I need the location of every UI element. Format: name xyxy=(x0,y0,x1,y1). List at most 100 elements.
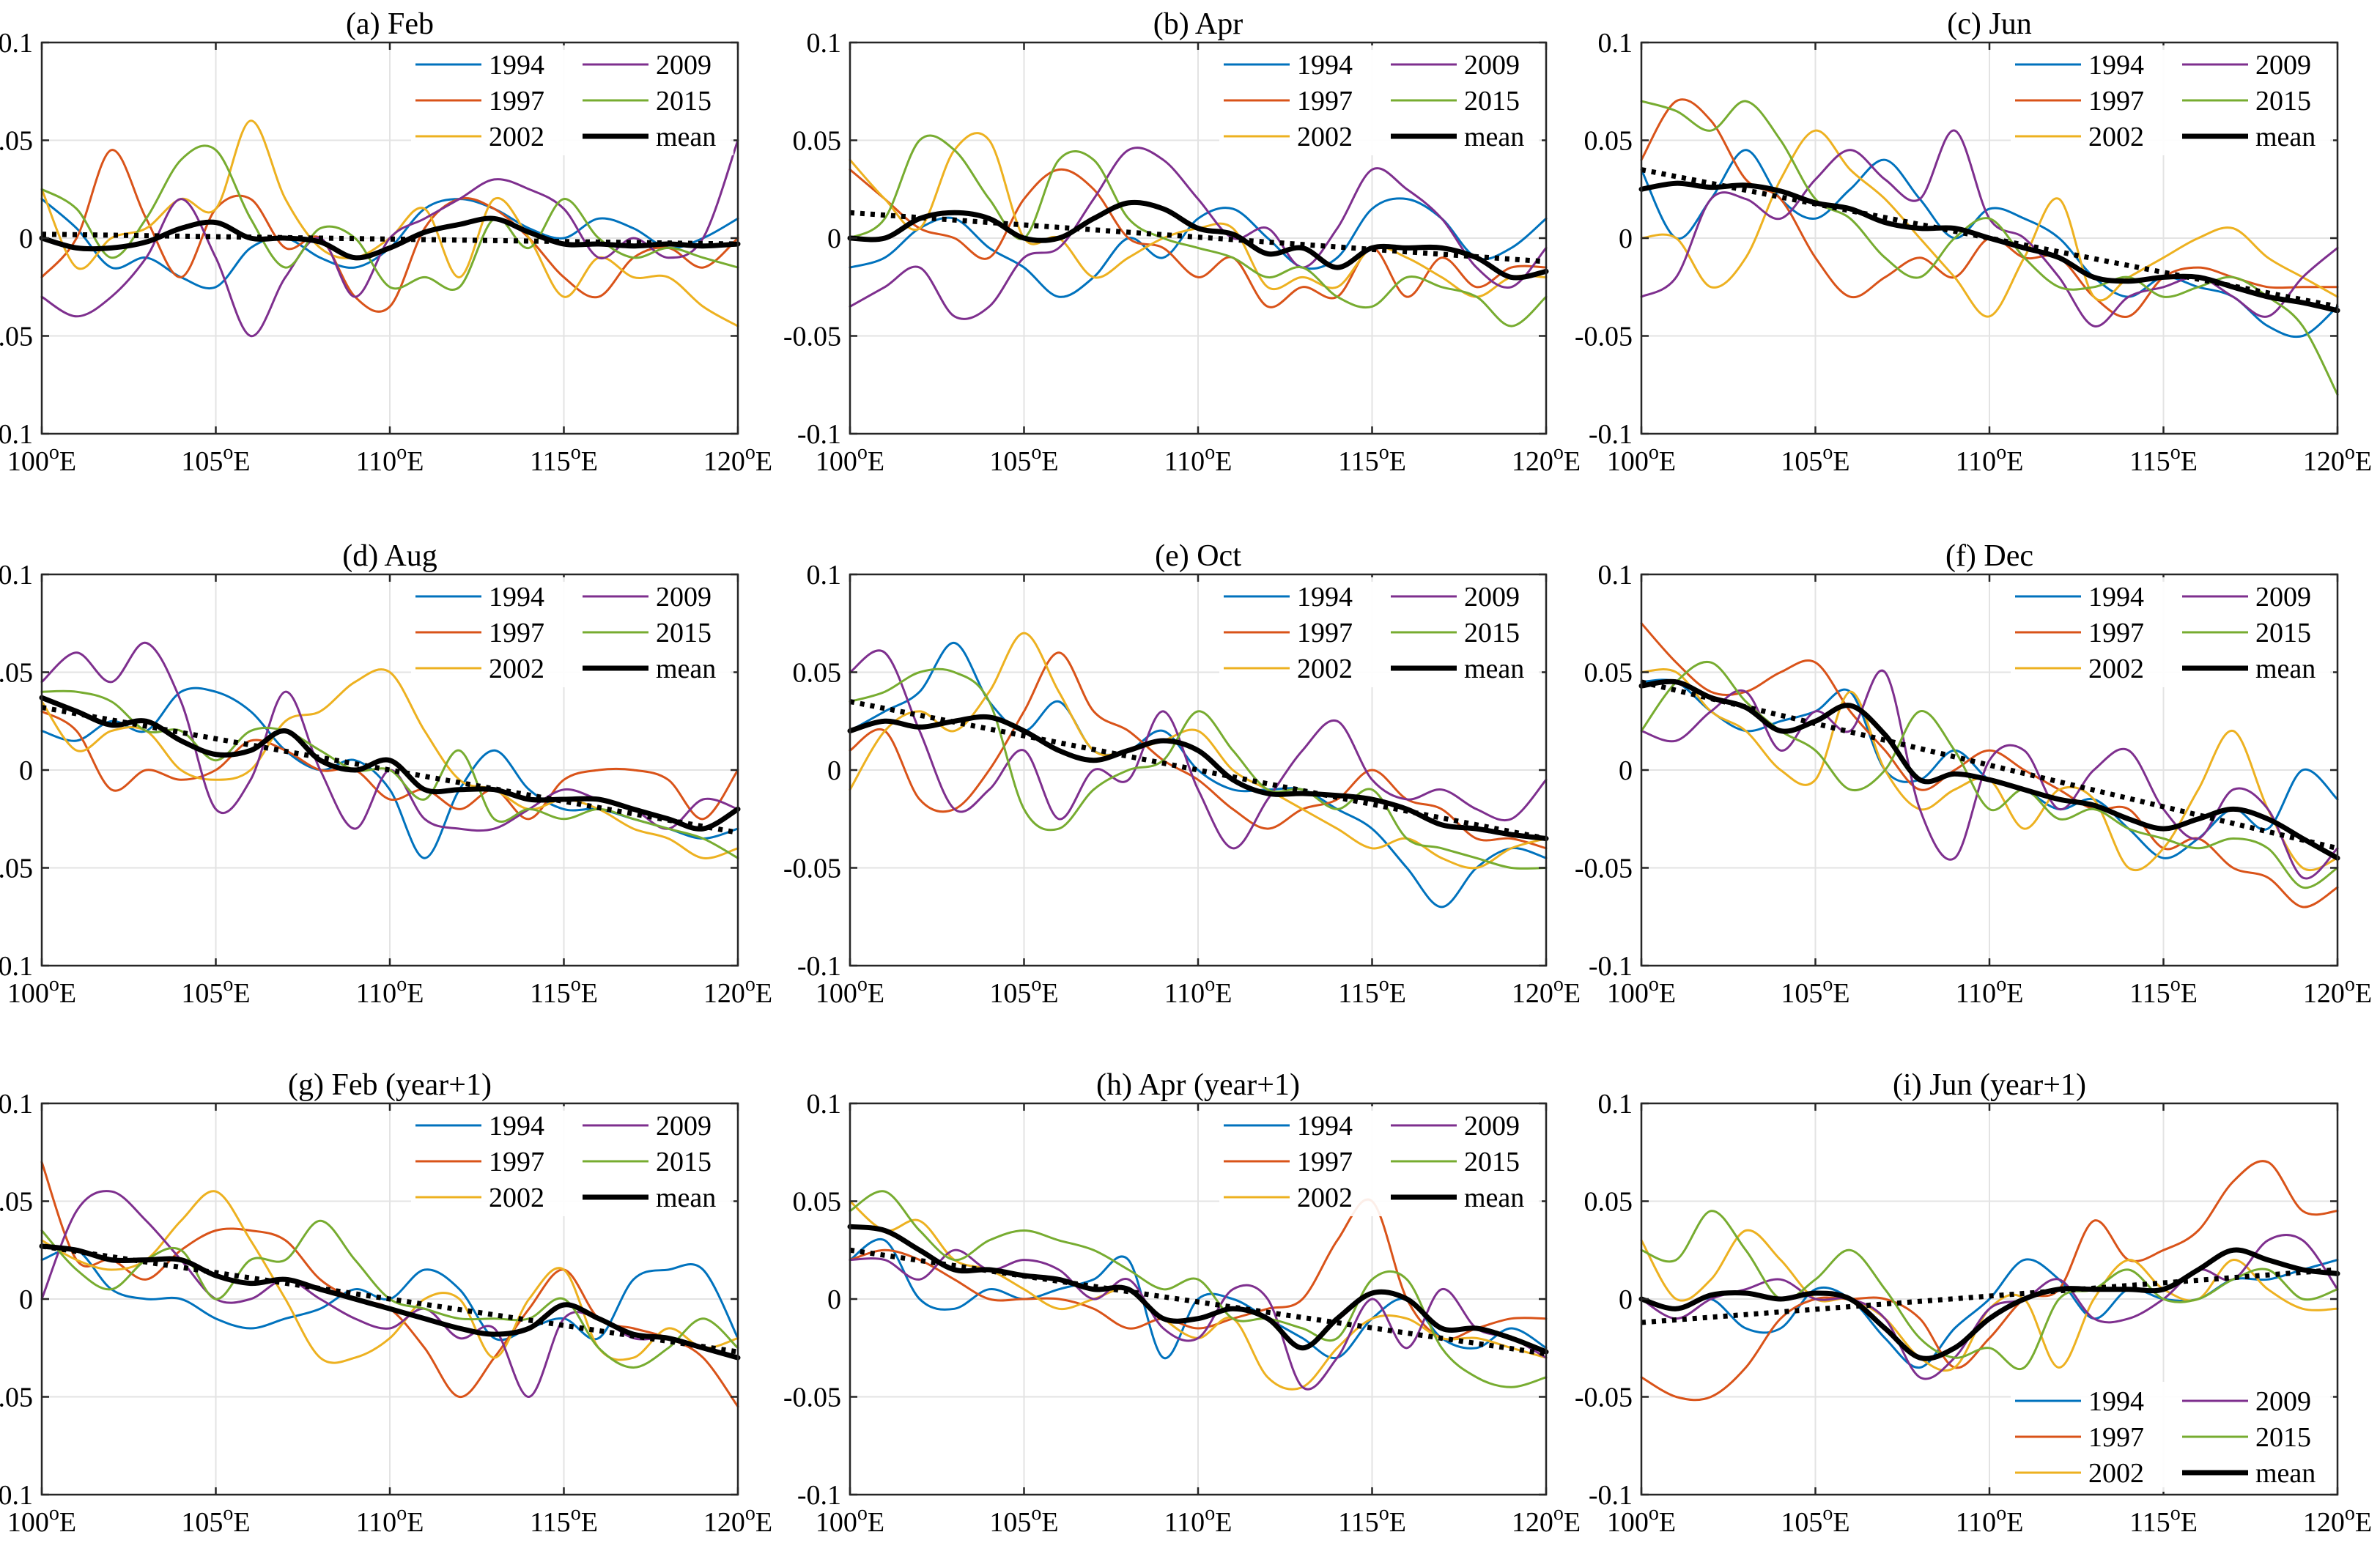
x-tick-label: 100oE xyxy=(1607,1502,1676,1538)
legend-label-2015: 2015 xyxy=(656,1147,712,1177)
series-line-2015 xyxy=(1640,1210,2339,1371)
series-line-mean xyxy=(1638,678,2340,861)
tick-labels: 100oE 105oE 110oE 115oE 120oE -0.1 -0.05 0 0.05 0… xyxy=(0,1089,772,1538)
tick-labels: 100oE 105oE 110oE 115oE 120oE -0.1 -0.05 0 0.05 0… xyxy=(783,1089,1581,1538)
series-line-2015 xyxy=(849,667,1548,870)
panel-title: (h) Apr (year+1) xyxy=(1096,1068,1300,1102)
series-group xyxy=(1638,1160,2340,1402)
y-tick-label: 0 xyxy=(19,223,33,254)
panel-6: 100oE 105oE 110oE 115oE 120oE -0.1 -0.05 0 0.05 0… xyxy=(1575,539,2372,1009)
legend-label-2009: 2009 xyxy=(656,1111,712,1141)
x-tick-label: 120oE xyxy=(1512,1502,1581,1538)
series-line-1997 xyxy=(1640,622,2339,909)
y-tick-label: -0.1 xyxy=(797,1480,841,1511)
x-tick-label: 110oE xyxy=(356,441,424,477)
panel-2: 100oE 105oE 110oE 115oE 120oE -0.1 -0.05 0 0.05 0… xyxy=(783,7,1581,477)
series-line-1997 xyxy=(1640,1160,2339,1402)
legend-label-mean: mean xyxy=(656,122,716,152)
x-tick-label: 110oE xyxy=(1164,973,1232,1009)
legend-label-2015: 2015 xyxy=(1464,1147,1520,1177)
y-tick-label: -0.05 xyxy=(783,1383,841,1413)
x-tick-label: 115oE xyxy=(2129,441,2198,477)
series-line-1997 xyxy=(40,710,739,821)
series-line-2015 xyxy=(849,134,1548,328)
panel-5: 100oE 105oE 110oE 115oE 120oE -0.1 -0.05 0 0.05 0… xyxy=(783,539,1581,1009)
x-tick-label: 100oE xyxy=(7,973,76,1009)
series-group xyxy=(847,132,1549,328)
legend-label-1997: 1997 xyxy=(489,86,544,116)
y-tick-label: 0.1 xyxy=(0,1089,33,1120)
y-tick-label: 0.1 xyxy=(1598,1089,1633,1120)
legend: 1994 1997 2002 2009 2015 mean xyxy=(1219,45,1542,155)
panel-8: 100oE 105oE 110oE 115oE 120oE -0.1 -0.05 0 0.05 0… xyxy=(783,1068,1581,1538)
y-tick-label: 0.05 xyxy=(793,1187,842,1218)
x-tick-label: 105oE xyxy=(181,1502,250,1538)
series-line-1997 xyxy=(1640,98,2339,318)
x-tick-label: 120oE xyxy=(2303,973,2372,1009)
tick-labels: 100oE 105oE 110oE 115oE 120oE -0.1 -0.05 0 0.05 0… xyxy=(0,560,772,1009)
y-tick-label: 0 xyxy=(827,755,841,786)
y-tick-label: 0.05 xyxy=(793,126,842,157)
legend-label-mean: mean xyxy=(656,1183,716,1213)
series-group xyxy=(847,632,1549,909)
series-line-2015 xyxy=(849,1190,1548,1388)
tick-labels: 100oE 105oE 110oE 115oE 120oE -0.1 -0.05 0 0.05 0… xyxy=(783,28,1581,477)
y-tick-label: -0.1 xyxy=(797,419,841,450)
series-line-mean xyxy=(847,199,1549,281)
panel-title: (a) Feb xyxy=(346,7,434,41)
legend-label-2015: 2015 xyxy=(656,618,712,648)
x-tick-label: 100oE xyxy=(7,441,76,477)
series-line-mean xyxy=(847,714,1549,841)
series-line-1994 xyxy=(849,197,1548,298)
y-tick-label: -0.1 xyxy=(0,951,33,982)
x-tick-label: 120oE xyxy=(1512,441,1581,477)
y-tick-label: 0.05 xyxy=(1584,658,1633,689)
legend-label-1994: 1994 xyxy=(2088,582,2144,613)
legend-label-2002: 2002 xyxy=(489,1183,544,1213)
x-tick-label: 100oE xyxy=(1607,973,1676,1009)
series-group xyxy=(847,1190,1549,1391)
series-line-2002 xyxy=(40,668,739,859)
panel-title: (c) Jun xyxy=(1947,7,2031,41)
x-tick-label: 120oE xyxy=(2303,1502,2372,1538)
x-tick-label: 115oE xyxy=(530,1502,598,1538)
legend-label-2002: 2002 xyxy=(1297,654,1353,684)
panel-9: 100oE 105oE 110oE 115oE 120oE -0.1 -0.05 0 0.05 0… xyxy=(1575,1068,2372,1538)
trend-line xyxy=(41,232,739,247)
legend-label-2015: 2015 xyxy=(2255,1422,2311,1453)
legend: 1994 1997 2002 2009 2015 mean xyxy=(1219,577,1542,687)
legend-label-mean: mean xyxy=(1464,1183,1524,1213)
legend: 1994 1997 2002 2009 2015 mean xyxy=(2011,1382,2333,1492)
x-tick-label: 115oE xyxy=(2129,973,2198,1009)
legend-label-1994: 1994 xyxy=(489,50,544,81)
legend-label-1997: 1997 xyxy=(1297,86,1353,116)
x-tick-label: 105oE xyxy=(989,441,1058,477)
series-line-2015 xyxy=(40,1219,739,1369)
y-tick-label: 0 xyxy=(827,1284,841,1315)
series-line-mean xyxy=(847,1224,1549,1355)
legend-label-mean: mean xyxy=(1464,654,1524,684)
legend-label-1997: 1997 xyxy=(489,1147,544,1177)
panel-title: (e) Oct xyxy=(1155,539,1241,573)
x-tick-label: 110oE xyxy=(1956,1502,2024,1538)
y-tick-label: 0.1 xyxy=(807,1089,842,1120)
tick-labels: 100oE 105oE 110oE 115oE 120oE -0.1 -0.05 0 0.05 0… xyxy=(1575,1089,2372,1538)
panel-title: (g) Feb (year+1) xyxy=(288,1068,492,1102)
x-tick-label: 105oE xyxy=(1781,1502,1849,1538)
x-tick-label: 120oE xyxy=(703,1502,772,1538)
legend-label-2002: 2002 xyxy=(489,122,544,152)
y-tick-label: 0.1 xyxy=(1598,28,1633,59)
series-line-1994 xyxy=(1640,149,2339,338)
x-tick-label: 115oE xyxy=(2129,1502,2198,1538)
y-tick-label: -0.1 xyxy=(1589,951,1633,982)
series-line-mean xyxy=(1638,1247,2340,1361)
y-tick-label: 0 xyxy=(1619,223,1633,254)
y-tick-label: 0.05 xyxy=(0,1187,33,1218)
y-tick-label: -0.05 xyxy=(0,1383,33,1413)
y-tick-label: 0.1 xyxy=(0,560,33,591)
legend-label-1997: 1997 xyxy=(1297,618,1353,648)
legend-label-mean: mean xyxy=(1464,122,1524,152)
legend-label-mean: mean xyxy=(2255,654,2316,684)
panel-4: 100oE 105oE 110oE 115oE 120oE -0.1 -0.05 0 0.05 0… xyxy=(0,539,772,1009)
panel-title: (d) Aug xyxy=(342,539,437,573)
